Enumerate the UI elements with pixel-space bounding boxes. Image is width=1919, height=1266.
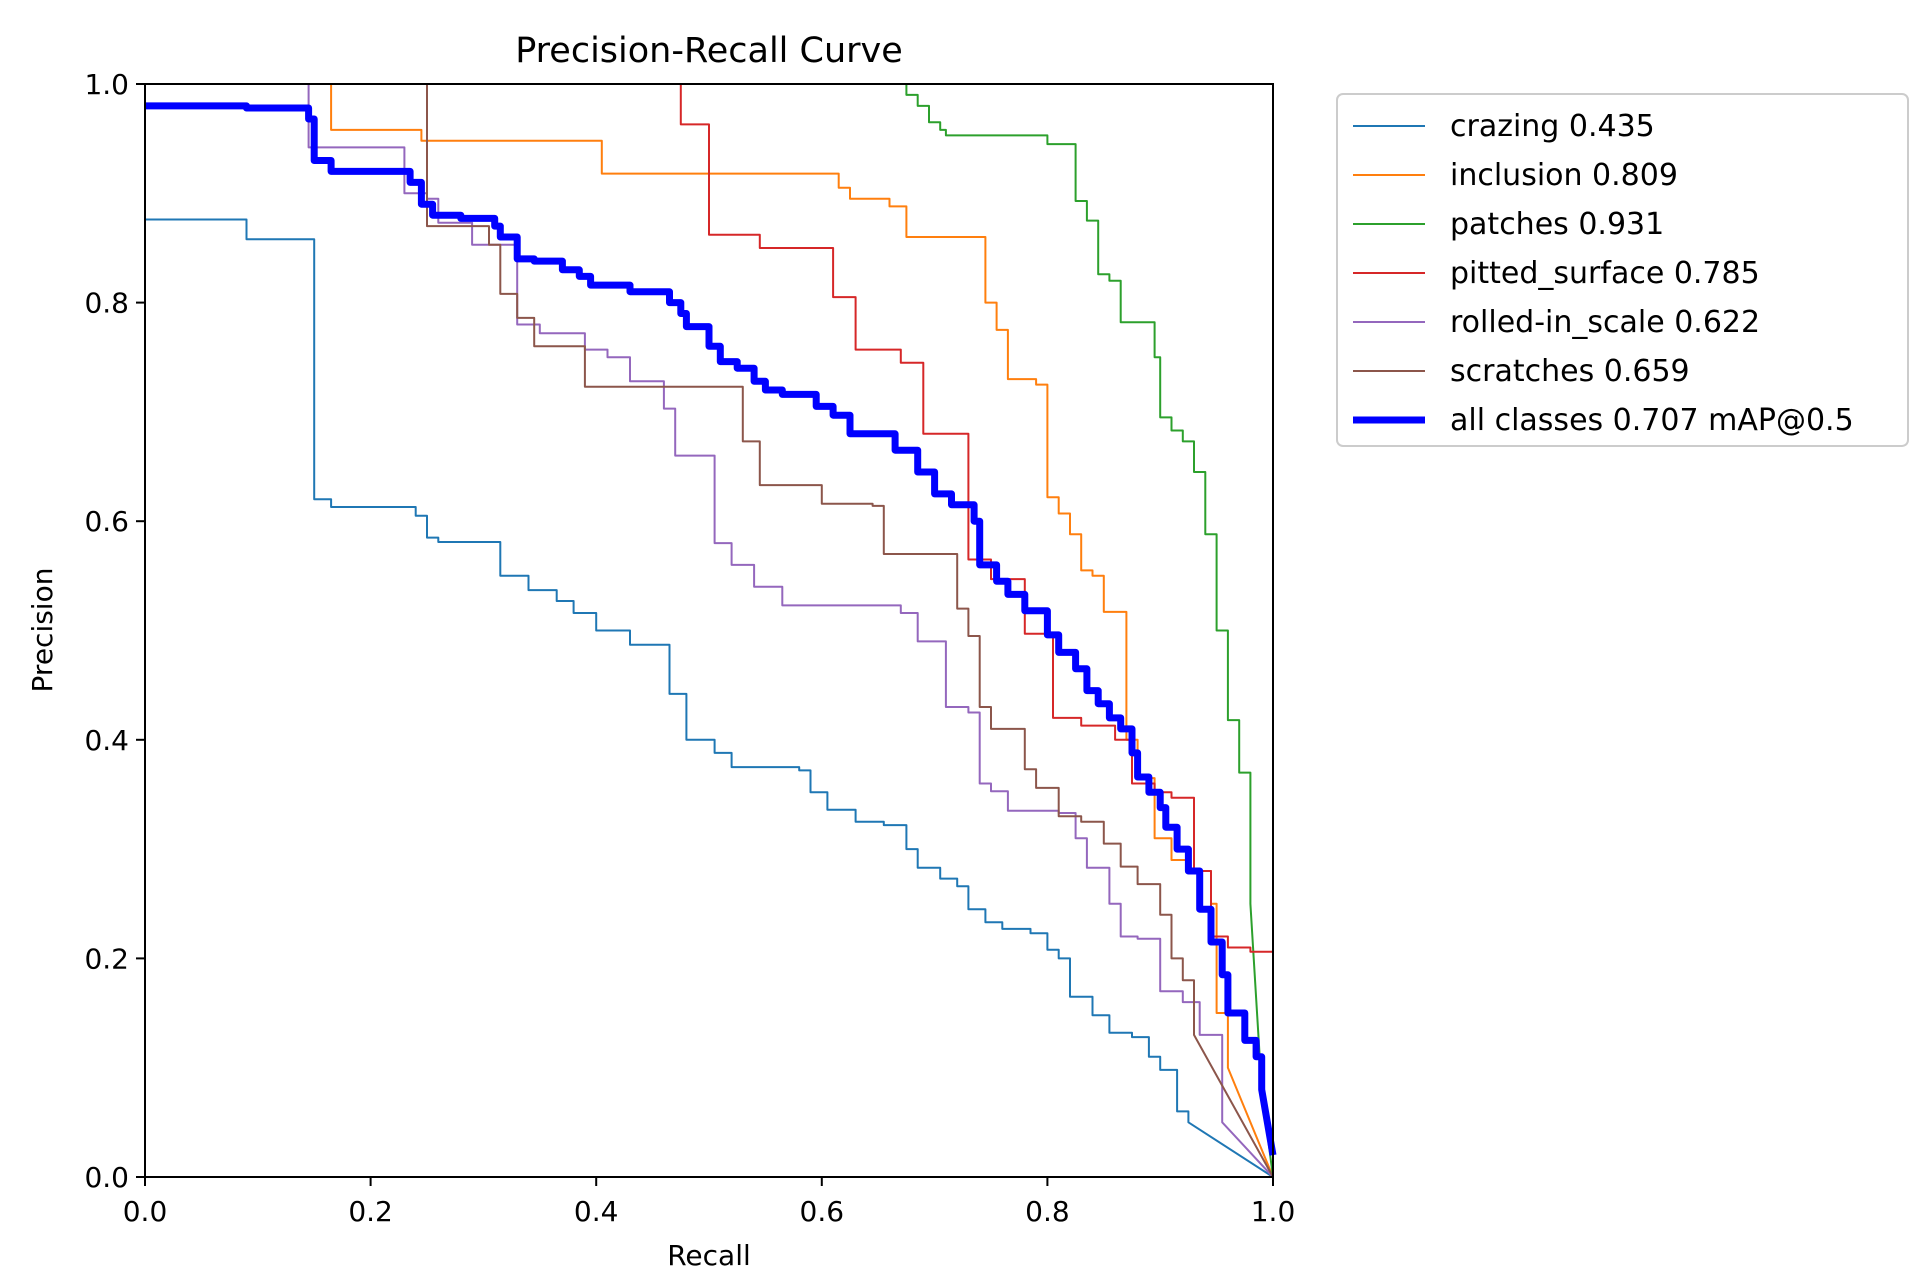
y-axis-ticks: 0.0 0.2 0.4 0.6 0.8 1.0 [84,68,145,1194]
legend-entry-label: rolled-in_scale 0.622 [1450,305,1760,340]
x-tick-label: 1.0 [1251,1195,1296,1228]
chart-title: Precision-Recall Curve [515,31,903,71]
x-tick-label: 0.8 [1025,1195,1070,1228]
x-tick-label: 0.2 [348,1195,393,1228]
series-line-6 [145,102,1277,1156]
y-tick-label: 0.0 [84,1161,129,1194]
legend-entry-label: all classes 0.707 mAP@0.5 [1450,403,1854,438]
y-tick-label: 0.6 [84,505,129,538]
plot-lines [145,84,1277,1178]
y-tick-label: 1.0 [84,68,129,101]
legend-entry-label: inclusion 0.809 [1450,158,1678,193]
y-tick-label: 0.8 [84,287,129,320]
plot-frame [144,83,1274,1178]
y-tick-label: 0.4 [84,724,129,757]
series-line-5 [426,84,1274,1178]
series-line-1 [330,84,1274,1178]
legend-entry-label: pitted_surface 0.785 [1450,256,1760,291]
x-axis-label: Recall [667,1239,751,1266]
series-line-0 [145,218,1274,1178]
y-axis-label: Precision [26,568,59,693]
legend-entry-label: scratches 0.659 [1450,354,1690,389]
series-line-2 [905,84,1274,1178]
x-axis-ticks: 0.0 0.2 0.4 0.6 0.8 1.0 [123,1177,1296,1228]
legend: crazing 0.435 inclusion 0.809 patches 0.93… [1336,93,1909,447]
x-tick-label: 0.4 [574,1195,619,1228]
legend-entry-label: patches 0.931 [1450,207,1664,242]
x-tick-label: 0.6 [800,1195,845,1228]
legend-frame [1336,93,1909,447]
series-line-3 [679,84,1274,1177]
x-tick-label: 0.0 [123,1195,168,1228]
legend-entry-label: crazing 0.435 [1450,109,1655,144]
y-tick-label: 0.2 [84,942,129,975]
